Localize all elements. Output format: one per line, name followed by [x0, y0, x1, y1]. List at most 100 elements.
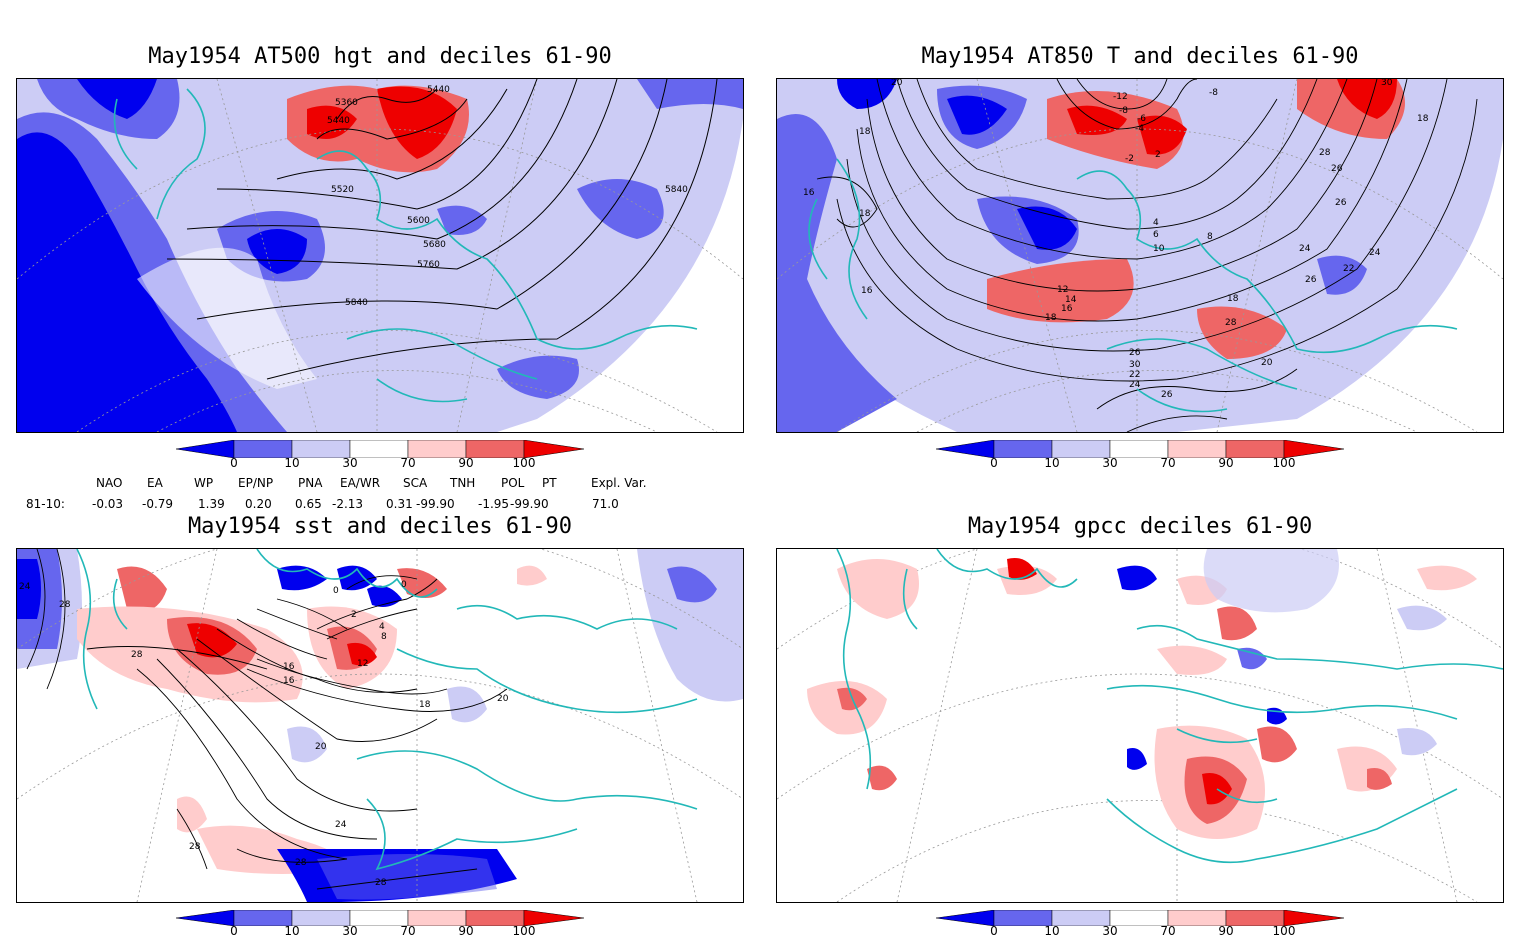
contour-label: 28: [295, 858, 307, 868]
colorbar-tick-label: 100: [512, 924, 536, 938]
contour-label: 18: [419, 700, 431, 710]
colorbar-tick-label: 90: [458, 456, 474, 470]
colorbar-t850: 0 10 30 70 90 100: [935, 439, 1346, 472]
contour-label: 8: [381, 632, 387, 642]
contour-label: 28: [131, 650, 143, 660]
index-value: 1.39: [198, 497, 225, 511]
contour-label: 22: [1343, 264, 1354, 274]
contour-label: 6: [1153, 230, 1159, 240]
contour-label: 2: [351, 610, 357, 620]
contour-label: 5360: [335, 98, 358, 108]
colorbar-tick-label: 10: [1044, 924, 1060, 938]
contour-label: 16: [283, 662, 295, 672]
contour-label: 26: [1331, 164, 1343, 174]
contour-label: 0: [401, 580, 407, 590]
index-header: EP/NP: [238, 476, 274, 490]
colorbar-tick-label: 30: [342, 456, 358, 470]
contour-label: 18: [1227, 294, 1239, 304]
index-value: -1.95: [478, 497, 510, 511]
colorbar-gpcc: 0 10 30 70 90 100: [935, 909, 1346, 940]
index-header: PNA: [298, 476, 323, 490]
contour-label: 18: [859, 209, 871, 219]
index-value: 0.31: [386, 497, 413, 511]
index-header: NAO: [96, 476, 123, 490]
contour-label: 24: [1369, 248, 1381, 258]
contour-label: 28: [189, 842, 201, 852]
contour-label: 26: [1161, 390, 1173, 400]
contour-label: 4: [1153, 218, 1159, 228]
colorbar-hgt500: 0 10 30 70 90 100: [175, 439, 586, 472]
contour-label: 2: [1155, 150, 1161, 160]
contour-label: 26: [1335, 198, 1347, 208]
contour-label: -2: [1125, 154, 1134, 164]
contour-label: 30: [1129, 360, 1141, 370]
contour-label: -8: [1209, 88, 1218, 98]
colorbar-tick-label: 70: [400, 456, 416, 470]
colorbar-tick-label: 0: [990, 456, 998, 470]
colorbar-tick-label: 10: [284, 924, 300, 938]
contour-label: 20: [1261, 358, 1273, 368]
index-value: 71.0: [592, 497, 619, 511]
contour-label: 20: [891, 79, 903, 88]
index-header: PT: [542, 476, 557, 490]
colorbar-tick-label: 90: [458, 924, 474, 938]
index-value: -99.90: [416, 497, 455, 511]
contour-label: 16: [1061, 304, 1073, 314]
colorbar-sst: 0 10 30 70 90 100: [175, 909, 586, 940]
index-value: -0.79: [142, 497, 174, 511]
contour-label: 28: [375, 878, 387, 888]
contour-label: 5440: [327, 116, 350, 126]
colorbar-tick-label: 30: [1102, 456, 1118, 470]
contour-label: -12: [1113, 92, 1128, 102]
contour-labels-sst: 24 28 28 0 2 4 0 8 12 16 16 20 18 20 24 …: [19, 580, 509, 888]
index-row-label: 81-10:: [26, 497, 65, 511]
contour-label: 5840: [665, 185, 688, 195]
colorbar-tick-label: 0: [230, 456, 238, 470]
contour-label: 16: [861, 286, 873, 296]
contour-label: 18: [1417, 114, 1429, 124]
contour-label: 8: [1207, 232, 1213, 242]
contour-label: 5520: [331, 185, 354, 195]
contour-label: 12: [1057, 285, 1068, 295]
contour-label: 5760: [417, 260, 440, 270]
contour-label: 0: [333, 586, 339, 596]
index-header: WP: [194, 476, 214, 490]
colorbar-tick-label: 70: [1160, 456, 1176, 470]
index-value: -0.03: [92, 497, 124, 511]
contour-label: 18: [859, 127, 871, 137]
index-header: TNH: [450, 476, 476, 490]
colorbar-tick-label: 100: [1272, 924, 1296, 938]
map-gpcc: [776, 548, 1504, 903]
contour-label: 4: [379, 622, 385, 632]
index-header: Expl. Var.: [591, 476, 647, 490]
contour-label: 28: [1225, 318, 1237, 328]
colorbar-tick-label: 0: [230, 924, 238, 938]
contour-label: 22: [1129, 370, 1140, 380]
colorbar-tick-label: 70: [1160, 924, 1176, 938]
contour-labels-hgt500: 5360 5440 5440 5520 5600 5680 5760 5840 …: [327, 85, 688, 308]
contour-label: -4: [1135, 124, 1144, 134]
colorbar-tick-label: 0: [990, 924, 998, 938]
colorbar-tick-label: 10: [284, 456, 300, 470]
panel-title-gpcc: May1954 gpcc deciles 61-90: [967, 514, 1313, 539]
contour-label: 16: [283, 676, 295, 686]
contour-label: 24: [1299, 244, 1311, 254]
map-t850: 20 18 16 18 16 -12 -8 -6 -4 -8 -2 2 4 6 …: [776, 78, 1504, 433]
index-value: -2.13: [332, 497, 364, 511]
index-header: EA: [147, 476, 163, 490]
contour-label: 26: [1305, 275, 1317, 285]
contour-label: 26: [1129, 348, 1141, 358]
colorbar-tick-label: 70: [400, 924, 416, 938]
contour-label: 24: [1129, 380, 1141, 390]
contour-label: 20: [315, 742, 327, 752]
index-value: 0.20: [245, 497, 272, 511]
index-header: SCA: [403, 476, 428, 490]
contour-label: 12: [357, 659, 368, 669]
contour-label: 24: [335, 820, 347, 830]
colorbar-tick-label: 90: [1218, 456, 1234, 470]
colorbar-tick-label: 100: [1272, 456, 1296, 470]
colorbar-tick-label: 10: [1044, 456, 1060, 470]
contour-label: 18: [1045, 313, 1057, 323]
contour-label: 24: [19, 582, 31, 592]
contour-label: 28: [59, 600, 71, 610]
